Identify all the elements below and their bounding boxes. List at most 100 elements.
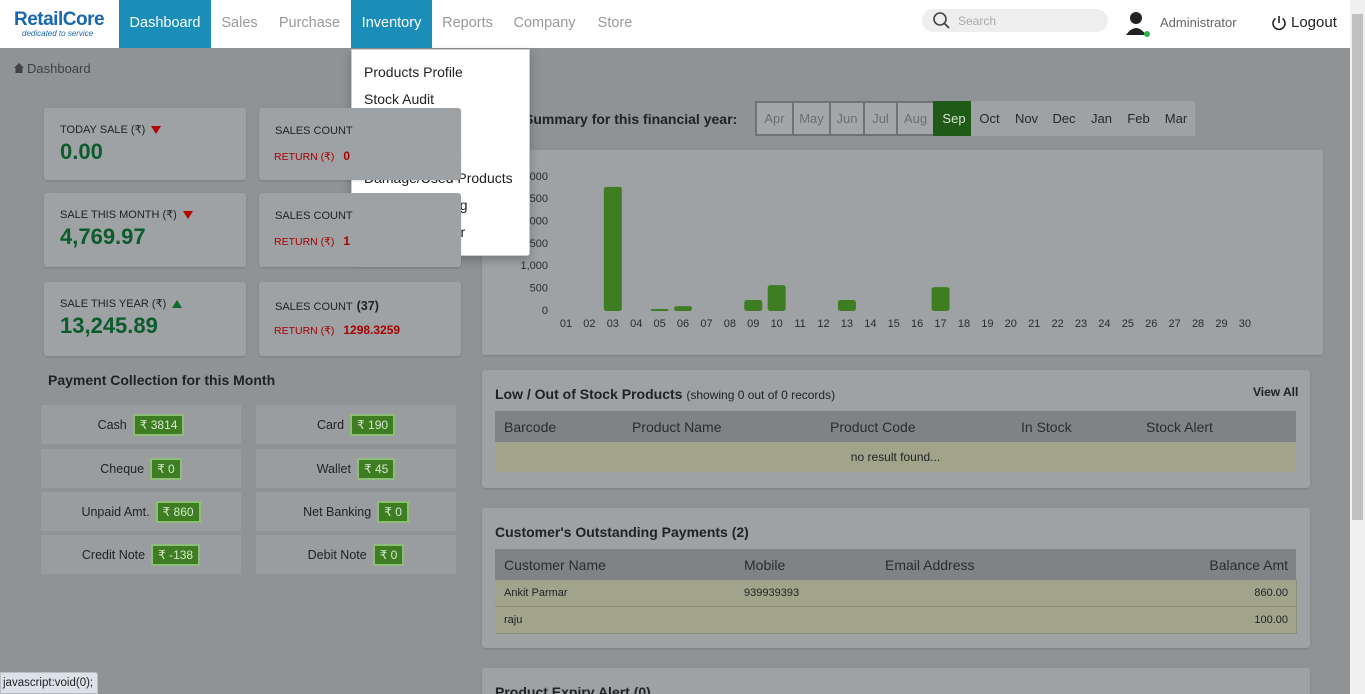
return-value: 1 — [343, 234, 351, 248]
payment-box[interactable]: Card ₹ 190 — [256, 405, 456, 444]
sales-count-card: SALES COUNT RETURN (₹) 0 — [259, 108, 461, 180]
sales-count-row: SALES COUNT (37) — [275, 299, 379, 313]
search-box[interactable]: Search — [922, 9, 1108, 32]
month-tab[interactable]: Jun — [829, 101, 865, 136]
stat-value: 4,769.97 — [60, 224, 146, 249]
scrollbar[interactable] — [1350, 0, 1365, 694]
x-tick-label: 07 — [700, 318, 712, 330]
nav-item[interactable]: Sales — [221, 15, 258, 31]
x-tick-label: 15 — [888, 318, 900, 330]
column-header: Product Code — [830, 419, 916, 435]
payment-label: Unpaid Amt. — [81, 504, 150, 519]
column-header: Product Name — [632, 419, 722, 435]
x-tick-label: 25 — [1122, 318, 1134, 330]
trend-arrow — [172, 299, 183, 308]
x-tick-label: 08 — [724, 318, 736, 330]
expiry-title: Product Expiry Alert (0) — [495, 684, 651, 694]
month-tab[interactable]: Jul — [863, 101, 898, 136]
sales-count-row: SALES COUNT — [275, 210, 353, 222]
search-icon — [933, 12, 950, 29]
scrollbar-thumb[interactable] — [1352, 14, 1363, 520]
trend-arrow — [151, 125, 162, 134]
payment-box[interactable]: Wallet ₹ 45 — [256, 449, 456, 488]
cell-text: 860.00 — [1254, 587, 1288, 599]
month-tab[interactable]: Nov — [1008, 101, 1045, 136]
month-tab[interactable]: Apr — [755, 101, 794, 136]
month-tab[interactable]: Feb — [1120, 101, 1157, 136]
month-tab[interactable]: Jan — [1083, 101, 1120, 136]
payment-box[interactable]: Cheque ₹ 0 — [41, 449, 241, 488]
table-cell: 100.00 — [1096, 607, 1297, 634]
column-header: Mobile — [744, 557, 786, 573]
x-tick-label: 10 — [771, 318, 783, 330]
bar — [837, 300, 856, 311]
nav-item[interactable]: Purchase — [278, 15, 341, 31]
stat-label: SALE THIS YEAR (₹) — [60, 298, 167, 310]
stat-value: 0.00 — [60, 139, 103, 164]
x-tick-label: 27 — [1169, 318, 1181, 330]
nav-item[interactable]: Inventory — [351, 0, 432, 48]
sales-count-label: SALES COUNT — [275, 301, 353, 313]
nav-item[interactable]: Reports — [442, 15, 493, 31]
x-tick-label: 29 — [1215, 318, 1227, 330]
month-tab[interactable]: Dec — [1045, 101, 1083, 136]
payment-amount: ₹ 0 — [372, 543, 405, 566]
user-name[interactable]: Administrator — [1160, 15, 1237, 30]
y-tick-label: 1,000 — [520, 260, 548, 272]
payment-box[interactable]: Credit Note ₹ -138 — [41, 535, 241, 574]
x-tick-label: 24 — [1098, 318, 1110, 330]
month-tab[interactable]: May — [792, 101, 831, 136]
x-tick-label: 20 — [1005, 318, 1017, 330]
month-tab[interactable]: Sep — [933, 101, 975, 136]
payment-box[interactable]: Cash ₹ 3814 — [41, 405, 241, 444]
nav-item[interactable]: Dashboard — [119, 0, 211, 48]
stat-label: SALE THIS MONTH (₹) — [60, 209, 177, 221]
view-all[interactable]: View All — [1253, 385, 1299, 399]
brand[interactable]: RetailCore — [14, 9, 105, 30]
column-header: In Stock — [1021, 419, 1072, 435]
payment-title: Payment Collection for this Month — [48, 372, 276, 388]
dropdown-item[interactable]: Products Profile — [364, 64, 463, 80]
logout[interactable]: Logout — [1291, 14, 1337, 31]
payment-amount: ₹ 45 — [356, 457, 396, 480]
user-icon — [1126, 12, 1150, 37]
payment-box[interactable]: Debit Note ₹ 0 — [256, 535, 456, 574]
payment-amount: ₹ 190 — [350, 413, 396, 436]
low-stock-heading: Low / Out of Stock Products — [495, 386, 683, 402]
y-tick-label: 0 — [542, 305, 548, 317]
nav-item[interactable]: Store — [597, 15, 633, 31]
x-tick-label: 22 — [1051, 318, 1063, 330]
sales-count-card: SALES COUNT (37) RETURN (₹) 1298.3259 — [259, 282, 461, 356]
bar — [603, 186, 622, 311]
payment-amount: ₹ 3814 — [132, 413, 185, 436]
bar — [744, 300, 763, 311]
month-tab[interactable]: Oct — [971, 101, 1008, 136]
nav-item[interactable]: Company — [513, 15, 576, 31]
table-cell: Ankit Parmar — [495, 580, 736, 607]
month-tab[interactable]: Aug — [896, 101, 935, 136]
payment-box[interactable]: Unpaid Amt. ₹ 860 — [41, 492, 241, 531]
x-tick-label: 13 — [841, 318, 853, 330]
sales-count-card: SALES COUNT RETURN (₹) 1 — [259, 193, 461, 267]
table-header — [495, 549, 1296, 580]
payment-amount: ₹ 0 — [150, 457, 182, 480]
payment-amount: ₹ -138 — [151, 543, 201, 566]
table-row — [495, 442, 1296, 472]
x-tick-label: 14 — [864, 318, 876, 330]
x-tick-label: 16 — [911, 318, 923, 330]
month-tab[interactable]: Mar — [1157, 101, 1195, 136]
breadcrumb[interactable]: Dashboard — [27, 61, 91, 76]
sales-count-label: SALES COUNT — [275, 125, 353, 137]
sales-count-value: (37) — [356, 299, 379, 313]
logout-icon — [1272, 16, 1286, 31]
x-tick-label: 01 — [560, 318, 572, 330]
column-header: Stock Alert — [1146, 419, 1213, 435]
table-cell: 939939393 — [735, 580, 877, 607]
dropdown-item[interactable]: Stock Audit — [364, 90, 435, 107]
tagline: dedicated to service — [22, 29, 94, 38]
stat-label-row: SALE THIS MONTH (₹) — [60, 208, 193, 221]
x-tick-label: 12 — [817, 318, 829, 330]
stat-value: 13,245.89 — [60, 313, 158, 338]
payment-box[interactable]: Net Banking ₹ 0 — [256, 492, 456, 531]
